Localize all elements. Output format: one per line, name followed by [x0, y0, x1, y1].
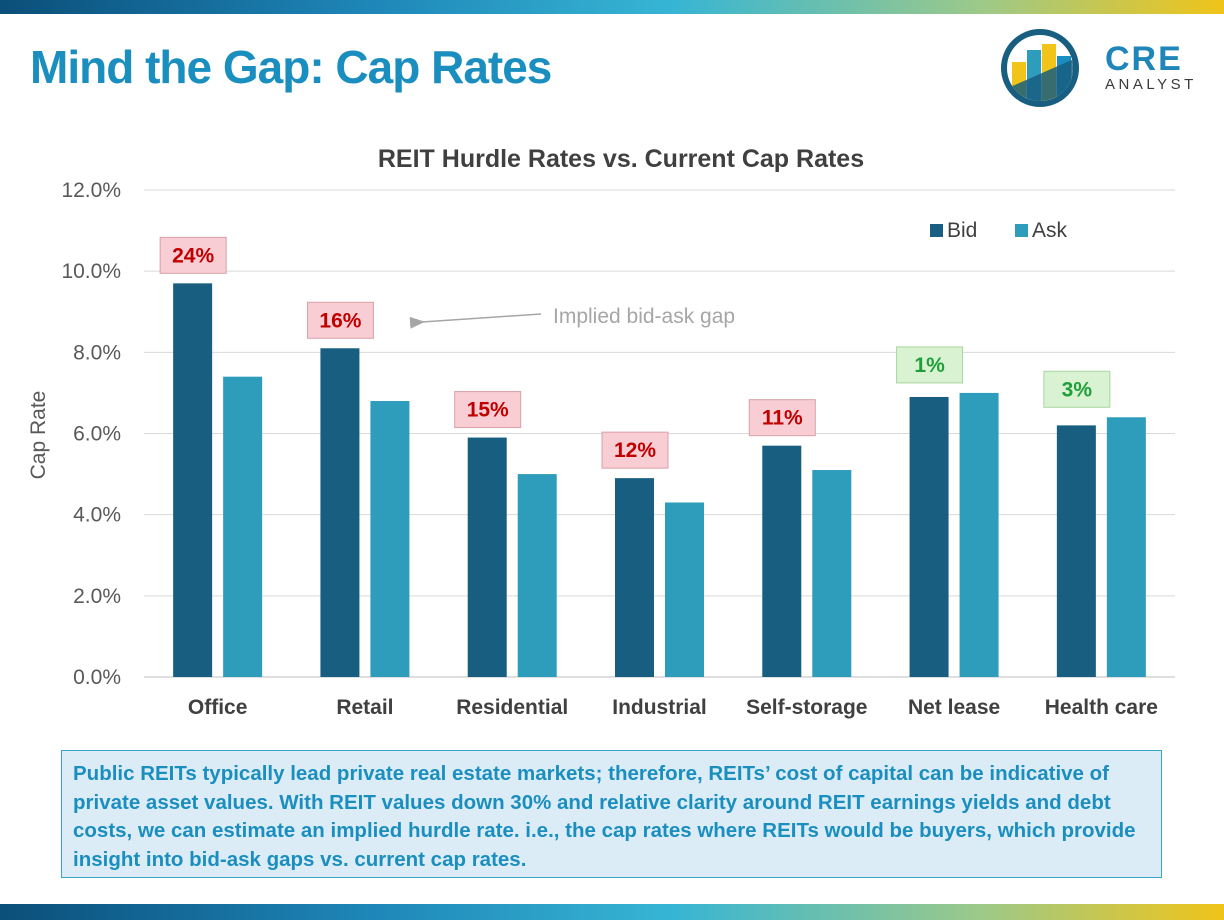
y-tick-label: 4.0% — [73, 504, 121, 527]
slide-title: Mind the Gap: Cap Rates — [30, 41, 552, 93]
logo-text-sub: ANALYST — [1105, 76, 1197, 93]
gap-label: 15% — [467, 399, 509, 422]
bar-bid-residential — [467, 437, 507, 677]
legend-label-ask: Ask — [1032, 219, 1068, 242]
bar-ask-office — [223, 376, 263, 677]
gap-label: 11% — [762, 407, 803, 430]
annotation-text: Implied bid-ask gap — [553, 305, 735, 328]
top-color-band — [0, 0, 1224, 14]
y-tick-label: 6.0% — [73, 423, 121, 446]
gap-label: 16% — [319, 309, 361, 332]
gap-label-box — [159, 236, 227, 274]
gap-label-box — [454, 391, 522, 429]
x-tick-label: Health care — [1045, 696, 1158, 719]
y-axis-label: Cap Rate — [27, 391, 50, 480]
y-tick-label: 12.0% — [61, 179, 121, 202]
gap-label: 3% — [1062, 378, 1093, 401]
cap-rate-chart: REIT Hurdle Rates vs. Current Cap Rates 0… — [27, 145, 1175, 719]
bar-bid-health-care — [1056, 425, 1096, 677]
legend-swatch-bid — [930, 224, 943, 237]
chart-title: REIT Hurdle Rates vs. Current Cap Rates — [378, 145, 864, 173]
x-tick-label: Office — [188, 696, 248, 719]
bar-ask-industrial — [665, 502, 704, 677]
y-tick-label: 10.0% — [61, 260, 121, 283]
gap-label-box — [1043, 370, 1111, 408]
bar-bid-office — [173, 283, 213, 677]
logo-text-main: CRE — [1105, 40, 1183, 78]
legend-swatch-ask — [1015, 224, 1028, 237]
bar-ask-retail — [370, 401, 410, 677]
bar-ask-self-storage — [812, 470, 852, 677]
y-tick-label: 0.0% — [73, 666, 121, 689]
annotation-arrow — [409, 313, 542, 329]
x-tick-label: Net lease — [908, 696, 1000, 719]
bar-bid-net-lease — [909, 396, 949, 677]
logo-emblem-icon — [1001, 29, 1079, 107]
x-tick-label: Residential — [456, 696, 568, 719]
x-tick-label: Retail — [336, 696, 393, 719]
gap-label-box — [748, 399, 816, 437]
gap-label-box — [601, 431, 669, 469]
bottom-color-band — [0, 904, 1224, 920]
cre-analyst-logo: CRE ANALYST — [1000, 26, 1210, 110]
gap-label: 1% — [914, 354, 945, 377]
bar-ask-net-lease — [959, 392, 999, 677]
y-tick-label: 2.0% — [73, 585, 121, 608]
bar-bid-self-storage — [762, 445, 802, 677]
gap-label: 24% — [172, 244, 214, 267]
legend-label-bid: Bid — [947, 219, 977, 242]
y-tick-label: 8.0% — [73, 341, 121, 364]
commentary-box: Public REITs typically lead private real… — [61, 750, 1162, 878]
x-tick-label: Self-storage — [746, 696, 867, 719]
bar-ask-residential — [517, 474, 557, 677]
bar-ask-health-care — [1106, 417, 1146, 677]
gap-label: 12% — [614, 439, 656, 462]
bar-bid-industrial — [615, 478, 654, 677]
gap-label-box — [896, 346, 964, 384]
gap-label-box — [306, 301, 374, 339]
bar-bid-retail — [320, 348, 360, 677]
x-tick-label: Industrial — [612, 696, 707, 719]
